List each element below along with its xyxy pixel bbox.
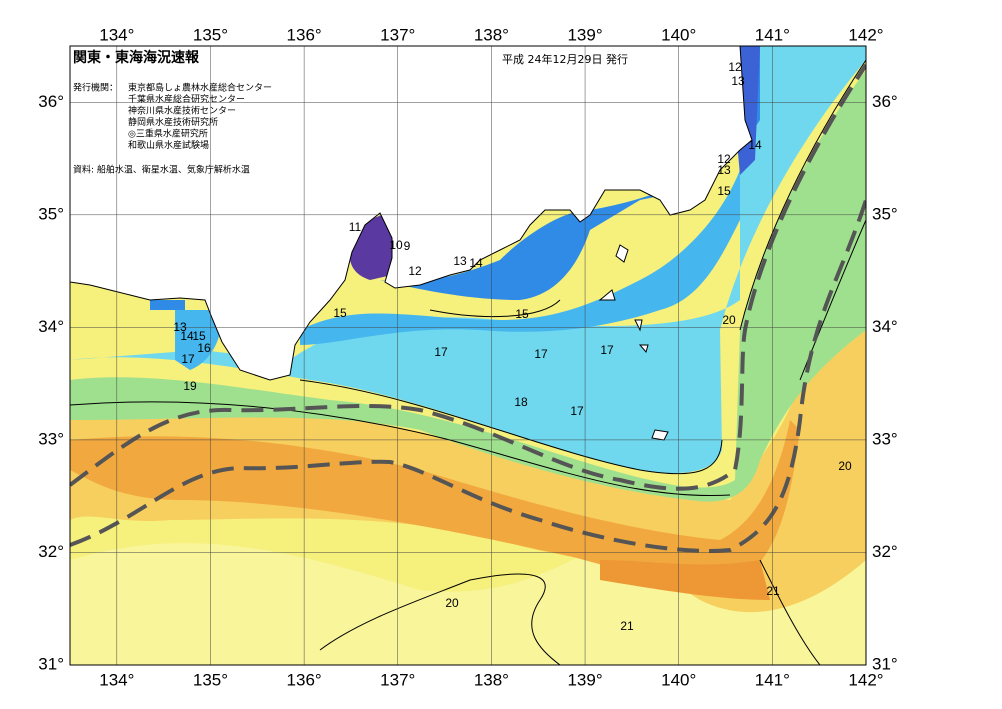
contour-label: 13: [731, 74, 745, 88]
contour-label: 14: [180, 329, 194, 343]
contour-label: 17: [181, 352, 195, 366]
source: 資料: 船舶水温、衛星水温、気象庁解析水温: [73, 164, 250, 176]
lon-label-top: 137°: [380, 25, 415, 44]
lon-label-top: 138°: [474, 25, 509, 44]
lon-label-bottom: 139°: [567, 670, 602, 689]
lat-label-left: 33°: [38, 429, 64, 448]
issuer: 東京都島しょ農林水産総合センター: [128, 82, 272, 94]
issue-date: 平成 24年12月29日 発行: [502, 52, 628, 66]
lat-label-left: 34°: [38, 317, 64, 336]
lat-label-right: 35°: [872, 204, 898, 223]
issuer: 和歌山県水産試験場: [128, 139, 209, 151]
issuer: 神奈川県水産技術センター: [128, 105, 236, 117]
lon-label-top: 134°: [99, 25, 134, 44]
contour-label: 15: [192, 329, 206, 343]
lat-label-right: 33°: [872, 429, 898, 448]
lat-label-left: 32°: [38, 542, 64, 561]
lon-label-bottom: 140°: [661, 670, 696, 689]
lon-label-top: 141°: [755, 25, 790, 44]
lat-label-right: 31°: [872, 654, 898, 673]
contour-label: 13: [717, 163, 731, 177]
lon-label-bottom: 136°: [287, 670, 322, 689]
contour-label: 15: [717, 184, 731, 198]
contour-label: 12: [728, 60, 742, 74]
contour-label: 12: [408, 264, 422, 278]
contour-label: 16: [197, 341, 211, 355]
contour-label: 12: [717, 152, 731, 166]
temperature-field: [70, 46, 866, 665]
contour-label: 15: [333, 306, 347, 320]
lon-label-bottom: 141°: [755, 670, 790, 689]
issuer: 千葉県水産総合研究センター: [128, 93, 245, 105]
lon-label-top: 142°: [848, 25, 883, 44]
lat-label-right: 32°: [872, 542, 898, 561]
contour-label: 14: [469, 256, 483, 270]
contour-label: 14: [748, 138, 762, 152]
title: 関東・東海海況速報: [73, 49, 200, 66]
lat-label-right: 34°: [872, 317, 898, 336]
issuer: ◎三重県水産研究所: [128, 128, 208, 140]
lat-label-right: 36°: [872, 92, 898, 111]
issuer: 静岡県水産技術研究所: [128, 116, 218, 128]
contour-label: 21: [766, 584, 780, 598]
lon-label-top: 136°: [287, 25, 322, 44]
lat-label-left: 31°: [38, 654, 64, 673]
lon-label-bottom: 142°: [848, 670, 883, 689]
contour-label: 17: [570, 404, 584, 418]
lat-label-left: 35°: [38, 204, 64, 223]
lon-label-bottom: 135°: [193, 670, 228, 689]
contour-label: 13: [453, 254, 467, 268]
contour-label: 18: [514, 395, 528, 409]
graticule: [70, 46, 866, 665]
lon-label-top: 140°: [661, 25, 696, 44]
contour-label: 10: [389, 238, 403, 252]
contour-label: 21: [620, 619, 634, 633]
lon-label-top: 139°: [567, 25, 602, 44]
contour-label: 19: [183, 379, 197, 393]
contour-label: 20: [838, 459, 852, 473]
contour-label: 20: [445, 596, 459, 610]
lat-label-left: 36°: [38, 92, 64, 111]
contour-label: 17: [434, 345, 448, 359]
contour-label: 20: [722, 313, 736, 327]
lon-label-top: 135°: [193, 25, 228, 44]
lon-label-bottom: 134°: [99, 670, 134, 689]
lon-label-bottom: 137°: [380, 670, 415, 689]
issuer-label: 発行機関：: [73, 82, 118, 94]
lon-label-bottom: 138°: [474, 670, 509, 689]
contour-label: 17: [600, 343, 614, 357]
contour-label: 11: [349, 220, 362, 234]
contour-label: 17: [534, 347, 548, 361]
map-frame: [69, 45, 867, 666]
contour-label: 9: [404, 239, 411, 253]
contour-label: 13: [173, 320, 187, 334]
contour-label: 15: [515, 307, 529, 321]
